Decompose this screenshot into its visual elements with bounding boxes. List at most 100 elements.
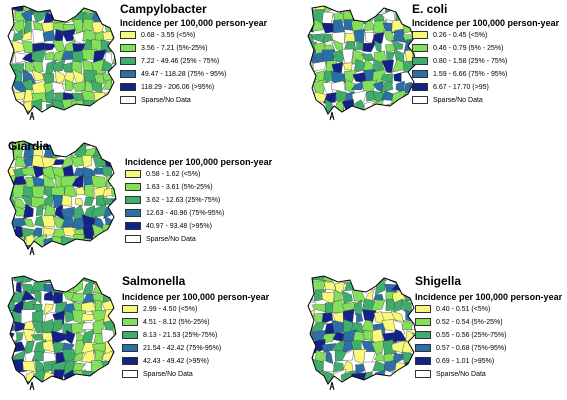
panel-subtitle: Incidence per 100,000 person-year bbox=[122, 292, 270, 302]
map-region bbox=[62, 6, 76, 16]
legend-swatch bbox=[415, 344, 431, 352]
map-region bbox=[51, 110, 66, 114]
map-region bbox=[360, 111, 377, 114]
legend-label: 12.63 - 40.96 (75%-95%) bbox=[146, 209, 225, 217]
map-region bbox=[344, 70, 358, 83]
map-region bbox=[23, 218, 35, 227]
map-region bbox=[392, 112, 406, 114]
legend-ecoli: 0.26 - 0.45 (<5%) 0.46 - 0.79 (5% - 25%) 0… bbox=[412, 30, 562, 110]
map-region bbox=[82, 381, 97, 384]
map-region bbox=[102, 380, 116, 384]
legend-label: 118.29 - 206.06 (>95%) bbox=[141, 83, 215, 91]
legend-label: 0.68 - 3.55 (<5%) bbox=[141, 31, 196, 39]
legend-swatch bbox=[122, 370, 138, 378]
legend-swatch bbox=[122, 331, 138, 339]
map-region bbox=[50, 380, 66, 384]
legend-swatch bbox=[415, 331, 431, 339]
map-region bbox=[325, 348, 334, 364]
map-region bbox=[392, 6, 407, 11]
map-region bbox=[390, 380, 407, 384]
map-region bbox=[321, 312, 333, 325]
map-region bbox=[371, 109, 388, 114]
map-region bbox=[372, 81, 384, 93]
panel-title: Shigella bbox=[415, 274, 462, 288]
legend-label: Sparse/No Data bbox=[146, 235, 196, 243]
map-region bbox=[308, 99, 317, 112]
map-region bbox=[308, 6, 316, 11]
map-region bbox=[83, 196, 95, 206]
map-region bbox=[114, 209, 116, 219]
map-region bbox=[308, 92, 312, 104]
map-region bbox=[382, 380, 397, 384]
map-region bbox=[344, 33, 357, 43]
map-region bbox=[8, 237, 17, 247]
map-region bbox=[323, 281, 336, 291]
map-region bbox=[308, 309, 315, 323]
map-region bbox=[102, 223, 116, 236]
map-region bbox=[8, 100, 14, 112]
map-region bbox=[81, 313, 96, 322]
legend-label: Sparse/No Data bbox=[143, 370, 193, 378]
legend-label: 4.51 - 8.12 (5%-25%) bbox=[143, 318, 210, 326]
map-region bbox=[11, 382, 26, 384]
legend-item: 0.57 - 0.68 (75%-95%) bbox=[415, 343, 506, 353]
map-region bbox=[331, 62, 344, 74]
legend-item: 0.58 - 1.62 (<5%) bbox=[125, 169, 200, 179]
map-region bbox=[24, 19, 32, 35]
legend-swatch bbox=[412, 44, 428, 52]
map-region bbox=[332, 19, 346, 34]
legend-item: 1.63 - 3.61 (5%-25%) bbox=[125, 182, 213, 192]
legend-label: 6.67 - 17.70 (>95) bbox=[433, 83, 489, 91]
legend-swatch bbox=[412, 70, 428, 78]
map-region bbox=[51, 330, 67, 345]
legend-item: 3.56 - 7.21 (5%-25%) bbox=[120, 43, 208, 53]
map-region bbox=[94, 382, 108, 384]
panel-subtitle: Incidence per 100,000 person-year bbox=[412, 18, 560, 28]
legend-swatch bbox=[120, 57, 136, 65]
map-region bbox=[312, 60, 326, 72]
map-region bbox=[74, 198, 83, 207]
panel-title: Campylobacter bbox=[120, 2, 207, 16]
legend-swatch bbox=[125, 209, 141, 217]
map-region bbox=[70, 292, 84, 304]
map-region bbox=[50, 276, 67, 284]
map-region bbox=[402, 319, 415, 331]
map-region bbox=[362, 280, 375, 292]
map-region bbox=[391, 39, 404, 50]
legend-item: Sparse/No Data bbox=[125, 234, 196, 244]
legend-item: Sparse/No Data bbox=[122, 369, 193, 379]
map-region bbox=[111, 146, 116, 160]
map-shigella bbox=[307, 275, 417, 391]
legend-label: 0.80 - 1.58 (25% - 75%) bbox=[433, 57, 508, 65]
legend-swatch bbox=[415, 357, 431, 365]
map-region bbox=[102, 276, 116, 285]
map-region bbox=[361, 6, 376, 13]
map-region bbox=[60, 276, 78, 285]
legend-item: 49.47 - 118.28 (75% - 95%) bbox=[120, 69, 226, 79]
map-region bbox=[43, 303, 55, 316]
map-region bbox=[81, 18, 94, 33]
legend-item: 3.62 - 12.63 (25%-75%) bbox=[125, 195, 220, 205]
map-region bbox=[53, 291, 63, 304]
legend-item: Sparse/No Data bbox=[412, 95, 483, 105]
map-region bbox=[16, 332, 24, 343]
map-region bbox=[112, 155, 116, 169]
legend-swatch bbox=[120, 44, 136, 52]
map-region bbox=[103, 145, 116, 160]
map-region bbox=[113, 215, 116, 231]
legend-label: 0.52 - 0.54 (5%-25%) bbox=[436, 318, 503, 326]
map-region bbox=[371, 299, 386, 311]
map-region bbox=[341, 382, 355, 384]
legend-item: 0.26 - 0.45 (<5%) bbox=[412, 30, 487, 40]
map-region bbox=[101, 6, 115, 15]
province-outline bbox=[307, 275, 417, 385]
legend-swatch bbox=[125, 235, 141, 243]
legend-swatch bbox=[125, 183, 141, 191]
legend-swatch bbox=[120, 83, 136, 91]
map-region bbox=[44, 244, 57, 249]
map-region bbox=[101, 141, 115, 150]
map-region bbox=[391, 89, 407, 104]
legend-campylobacter: 0.68 - 3.55 (<5%) 3.56 - 7.21 (5%-25%) 7.2… bbox=[120, 30, 290, 110]
legend-item: Sparse/No Data bbox=[415, 369, 486, 379]
legend-swatch bbox=[412, 57, 428, 65]
